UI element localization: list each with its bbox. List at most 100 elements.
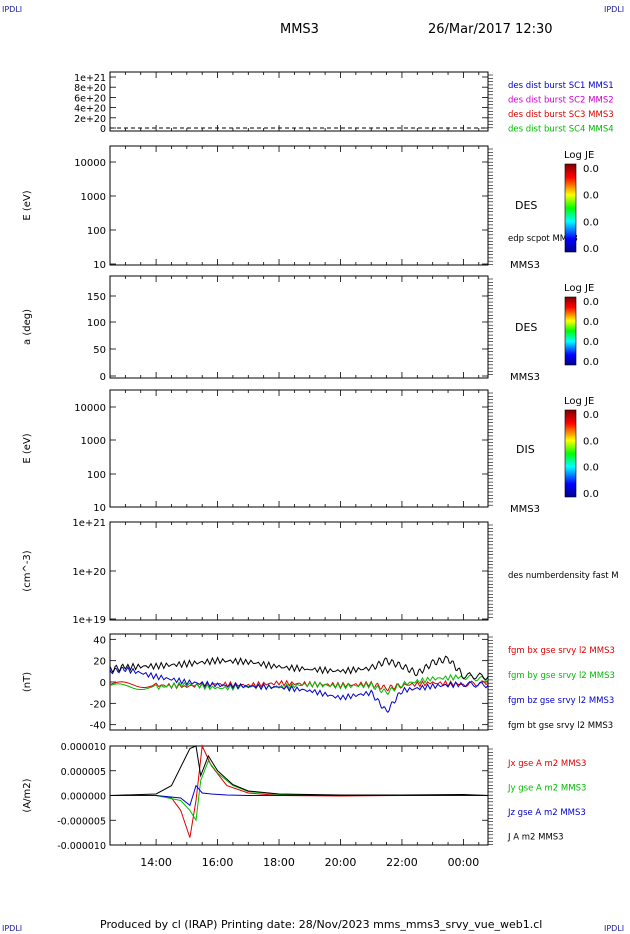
y-tick-label: 0 xyxy=(100,372,106,383)
series-line-Jx-gse-A-m2-MMS3 xyxy=(110,744,489,838)
colorbar-tick-label: 0.0 xyxy=(583,410,599,421)
colorbar xyxy=(564,409,577,498)
y-tick-label: 4e+20 xyxy=(74,104,106,115)
y-tick-label: 1e+19 xyxy=(72,615,106,626)
y-tick-label: 10000 xyxy=(74,403,106,414)
colorbar-tick-label: 0.0 xyxy=(583,489,599,500)
y-tick-label: -20 xyxy=(90,699,106,710)
legend-entry: J A m2 MMS3 xyxy=(507,833,564,843)
y-tick-label: 6e+20 xyxy=(74,93,106,104)
panel-frame-3 xyxy=(109,389,489,508)
series-line-Jy-gse-A-m2-MMS3 xyxy=(110,759,489,822)
y-tick-label: -0.000010 xyxy=(57,841,106,852)
colorbar-label: Log JE xyxy=(564,283,594,294)
colorbar-tick-label: 0.0 xyxy=(583,191,599,202)
y-tick-label: 0.000000 xyxy=(61,792,106,803)
panel-sublabel: MMS3 xyxy=(510,504,540,515)
y-tick-label: 1e+21 xyxy=(72,518,106,529)
y-tick-label: 1000 xyxy=(81,436,106,447)
y-tick-label: 40 xyxy=(93,635,106,646)
legend-entry: des dist burst SC2 MMS2 xyxy=(508,96,614,106)
x-tick-label: 00:00 xyxy=(448,856,480,869)
overlay-label: edp scpot MMS3 xyxy=(508,234,578,244)
colorbar-tick-label: 0.0 xyxy=(583,317,599,328)
y-axis-label: (A/m2) xyxy=(22,778,33,812)
corner-label-bottom-left: IPDLI xyxy=(2,924,23,933)
legend-entry: des numberdensity fast M xyxy=(508,571,619,581)
legend-entry: fgm bt gse srvy l2 MMS3 xyxy=(508,721,613,731)
panel-label-dis: DIS xyxy=(516,443,535,456)
header-date: 26/Mar/2017 12:30 xyxy=(428,22,553,37)
panel-sublabel: MMS3 xyxy=(510,372,540,383)
series-line-J-A-m2-MMS3 xyxy=(109,745,489,796)
x-tick-label: 22:00 xyxy=(386,856,418,869)
y-tick-label: 10 xyxy=(93,260,106,271)
y-axis-label: E (eV) xyxy=(22,433,33,463)
panel-frame-4 xyxy=(109,521,489,621)
y-tick-label: -40 xyxy=(90,721,106,732)
y-tick-label: 100 xyxy=(87,470,106,481)
colorbar-tick-label: 0.0 xyxy=(583,436,599,447)
panel-label-des: DES xyxy=(515,199,537,212)
legend-entry: fgm by gse srvy l2 MMS3 xyxy=(508,671,615,681)
legend-entry: fgm bx gse srvy l2 MMS3 xyxy=(508,646,615,656)
y-tick-label: 0.000010 xyxy=(61,742,106,753)
y-tick-label: 100 xyxy=(87,226,106,237)
header-spacecraft: MMS3 xyxy=(280,22,319,37)
legend-entry: des dist burst SC1 MMS1 xyxy=(508,81,614,91)
y-tick-label: 0.000005 xyxy=(61,767,106,778)
y-tick-label: -0.000005 xyxy=(57,816,106,827)
y-axis-label: E (eV) xyxy=(22,190,33,220)
legend-entry: Jz gse A m2 MMS3 xyxy=(507,808,586,818)
y-tick-label: 10 xyxy=(93,503,106,514)
corner-label-top-left: IPDLI xyxy=(2,5,23,14)
y-tick-label: 1e+21 xyxy=(74,73,106,84)
y-axis-label: (cm^-3) xyxy=(22,550,33,591)
colorbar-tick-label: 0.0 xyxy=(583,357,599,368)
y-tick-label: 1e+20 xyxy=(72,567,106,578)
y-tick-label: 150 xyxy=(87,292,106,303)
colorbar-tick-label: 0.0 xyxy=(583,244,599,255)
y-tick-label: 10000 xyxy=(74,158,106,169)
colorbar-tick-label: 0.0 xyxy=(583,463,599,474)
y-axis-label: (nT) xyxy=(22,672,33,692)
y-tick-label: 100 xyxy=(87,318,106,329)
series-line-fgm-by-gse-srvy-l2-MMS3 xyxy=(109,673,489,696)
colorbar-tick-label: 0.0 xyxy=(583,337,599,348)
legend-entry: des dist burst SC4 MMS4 xyxy=(508,125,614,135)
colorbar-label: Log JE xyxy=(564,396,594,407)
footer-text: Produced by cl (IRAP) Printing date: 28/… xyxy=(100,918,543,931)
y-tick-label: 2e+20 xyxy=(74,114,106,125)
colorbar xyxy=(564,163,577,253)
y-tick-label: 0 xyxy=(100,678,106,689)
panel-frame-5 xyxy=(109,633,489,731)
panel-frame-0 xyxy=(109,71,489,132)
colorbar-tick-label: 0.0 xyxy=(583,164,599,175)
series-line-fgm-bz-gse-srvy-l2-MMS3 xyxy=(109,666,489,713)
corner-label-top-right: IPDLI xyxy=(604,5,625,14)
colorbar-tick-label: 0.0 xyxy=(583,297,599,308)
x-tick-label: 18:00 xyxy=(263,856,295,869)
y-tick-label: 20 xyxy=(93,657,106,668)
y-axis-label: a (deg) xyxy=(22,309,33,345)
legend-entry: Jy gse A m2 MMS3 xyxy=(507,784,586,794)
colorbar-label: Log JE xyxy=(564,150,594,161)
colorbar-tick-label: 0.0 xyxy=(583,217,599,228)
y-tick-label: 0 xyxy=(100,124,106,135)
y-tick-label: 50 xyxy=(93,345,106,356)
x-tick-label: 14:00 xyxy=(140,856,172,869)
corner-label-bottom-right: IPDLI xyxy=(604,924,625,933)
panel-sublabel: MMS3 xyxy=(510,260,540,271)
series-line-fgm-bt-gse-srvy-l2-MMS3 xyxy=(109,655,489,681)
y-tick-label: 8e+20 xyxy=(74,83,106,94)
y-tick-label: 1000 xyxy=(81,192,106,203)
legend-entry: des dist burst SC3 MMS3 xyxy=(508,110,614,120)
colorbar xyxy=(564,296,577,366)
legend-entry: fgm bz gse srvy l2 MMS3 xyxy=(508,696,614,706)
x-tick-label: 16:00 xyxy=(202,856,234,869)
series-line-Jz-gse-A-m2-MMS3 xyxy=(110,784,488,807)
panel-frame-2 xyxy=(109,275,489,379)
panel-label-des: DES xyxy=(515,321,537,334)
legend-entry: Jx gse A m2 MMS3 xyxy=(507,759,586,769)
